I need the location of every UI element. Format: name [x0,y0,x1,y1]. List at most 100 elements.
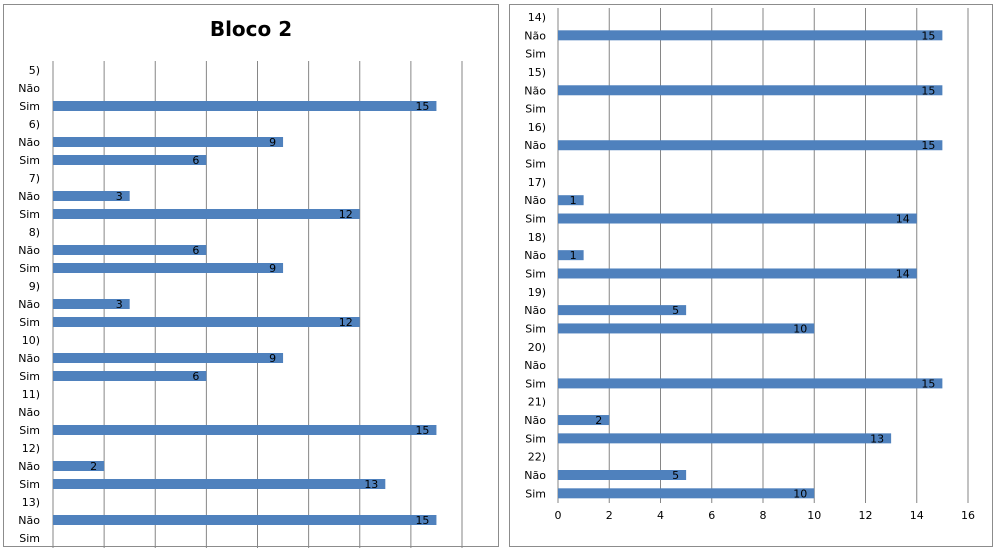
category-label: Não [18,82,40,95]
category-label: Não [524,84,546,97]
chart-panel-bloco-2-left: Bloco 2 5) Não Sim 15 6) Não 9 Sim 6 7) Não 3 Sim 12 8… [3,4,499,548]
data-label: 13 [870,432,884,445]
bar [53,263,284,273]
category-label: Não [18,136,40,149]
category-label: Sim [525,487,546,500]
x-tick-label: 16 [961,509,975,522]
category-label: 20) [528,341,546,354]
bar [53,137,284,147]
bar [53,245,207,255]
category-label: Sim [19,262,40,275]
data-label: 15 [921,377,935,390]
category-label: 9) [29,280,40,293]
chart-title: Bloco 2 [209,17,293,41]
category-label: 10) [22,334,40,347]
category-label: 19) [528,286,546,299]
category-label: 7) [29,172,40,185]
category-label: Sim [19,478,40,491]
data-label: 10 [793,322,807,335]
bar [558,85,943,96]
bar [558,305,687,316]
data-label: 6 [192,244,199,257]
category-label: Sim [19,154,40,167]
bar [558,268,917,279]
bar [53,353,284,363]
data-label: 10 [793,487,807,500]
data-label: 1 [570,249,577,262]
bar [53,425,437,435]
bar [53,317,360,327]
category-label: Sim [525,213,546,226]
category-label: Sim [19,208,40,221]
category-label: Sim [19,532,40,545]
bar [558,323,815,334]
category-label: Não [18,460,40,473]
category-label: 11) [22,388,40,401]
bar [558,140,943,151]
category-label: 16) [528,121,546,134]
category-label: Não [524,469,546,482]
category-label: Não [18,244,40,257]
data-label: 15 [921,84,935,97]
category-label: Sim [19,370,40,383]
category-label: 8) [29,226,40,239]
category-label: Sim [525,267,546,280]
bar [53,461,105,471]
category-label: 12) [22,442,40,455]
data-label: 5 [672,469,679,482]
category-label: 22) [528,451,546,464]
category-label: 18) [528,231,546,244]
data-label: 9 [269,352,276,365]
category-label: Não [524,194,546,207]
bar [53,209,360,219]
category-label: Não [524,249,546,262]
category-label: Sim [19,100,40,113]
data-label: 5 [672,304,679,317]
bar [558,488,815,499]
bar [558,213,917,224]
category-label: Não [18,352,40,365]
x-tick-label: 4 [657,509,664,522]
chart-panel-bloco-2-right: 0 2 4 6 8 10 12 14 16 14) Não 15 Sim 15) Não 15 Sim 16) Nã… [509,4,993,547]
category-label: 6) [29,118,40,131]
category-label: Sim [525,432,546,445]
x-tick-label: 2 [606,509,613,522]
bar [53,101,437,111]
category-label: Sim [525,48,546,61]
data-label: 15 [921,29,935,42]
category-label: Sim [525,103,546,116]
data-label: 15 [415,100,429,113]
category-label: Não [524,359,546,372]
bar [558,250,584,261]
category-label: Sim [19,424,40,437]
data-label: 15 [415,424,429,437]
category-label: Sim [19,316,40,329]
bar [53,479,386,489]
category-label: Não [18,406,40,419]
category-label: Não [18,298,40,311]
x-tick-label: 14 [910,509,924,522]
bar [558,415,610,426]
data-label: 6 [192,370,199,383]
bar [53,371,207,381]
data-label: 9 [269,136,276,149]
chart-left-svg: 5) Não Sim 15 6) Não 9 Sim 6 7) Não 3 Sim 12 8) Não 6 Sim… [18,61,463,548]
category-label: Não [524,414,546,427]
data-label: 3 [116,298,123,311]
category-label: 14) [528,11,546,24]
bar [53,299,130,309]
category-label: 5) [29,64,40,77]
category-label: Não [524,139,546,152]
data-label: 15 [415,514,429,527]
data-label: 12 [339,316,353,329]
data-label: 15 [921,139,935,152]
data-label: 2 [595,414,602,427]
data-label: 1 [570,194,577,207]
category-label: Não [18,514,40,527]
category-label: 13) [22,496,40,509]
category-label: Não [524,29,546,42]
category-label: 15) [528,66,546,79]
x-tick-label: 10 [807,509,821,522]
bar [558,433,892,444]
